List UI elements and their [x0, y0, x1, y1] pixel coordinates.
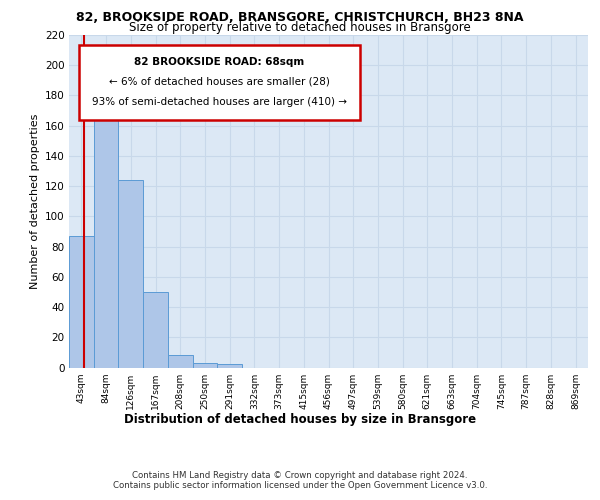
Text: Size of property relative to detached houses in Bransgore: Size of property relative to detached ho… — [129, 22, 471, 35]
Text: Contains HM Land Registry data © Crown copyright and database right 2024.: Contains HM Land Registry data © Crown c… — [132, 471, 468, 480]
Bar — [217, 364, 242, 368]
Text: 82 BROOKSIDE ROAD: 68sqm: 82 BROOKSIDE ROAD: 68sqm — [134, 56, 305, 66]
Text: 82, BROOKSIDE ROAD, BRANSGORE, CHRISTCHURCH, BH23 8NA: 82, BROOKSIDE ROAD, BRANSGORE, CHRISTCHU… — [76, 11, 524, 24]
Bar — [69, 236, 94, 368]
Text: 93% of semi-detached houses are larger (410) →: 93% of semi-detached houses are larger (… — [92, 96, 347, 106]
Bar — [168, 356, 193, 368]
Bar — [193, 363, 217, 368]
Text: Contains public sector information licensed under the Open Government Licence v3: Contains public sector information licen… — [113, 481, 487, 490]
Bar — [94, 114, 118, 368]
Text: ← 6% of detached houses are smaller (28): ← 6% of detached houses are smaller (28) — [109, 76, 330, 86]
Text: Distribution of detached houses by size in Bransgore: Distribution of detached houses by size … — [124, 412, 476, 426]
FancyBboxPatch shape — [79, 45, 359, 120]
Y-axis label: Number of detached properties: Number of detached properties — [29, 114, 40, 289]
Bar — [143, 292, 168, 368]
Bar — [118, 180, 143, 368]
